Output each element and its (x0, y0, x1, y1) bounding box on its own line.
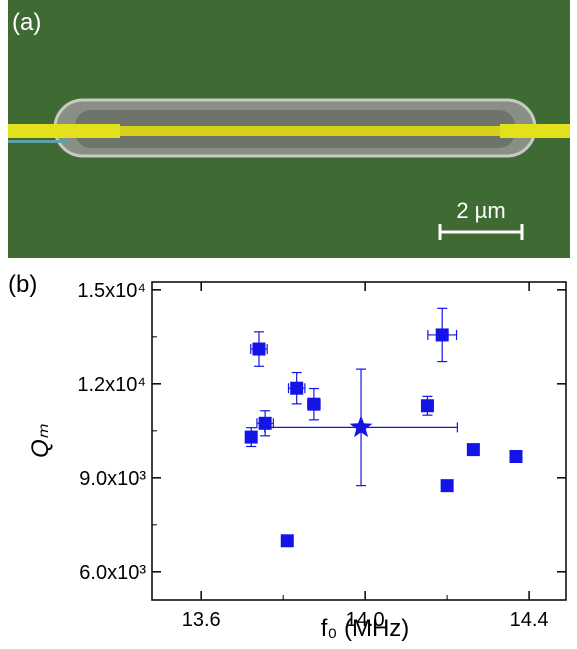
x-tick-label: 14.0 (346, 609, 385, 631)
square-point (281, 534, 294, 547)
y-tick-label: 6.0x10³ (79, 562, 146, 584)
square-point (467, 443, 480, 456)
plot-frame (152, 282, 566, 600)
scale-bar-label: 2 µm (456, 198, 505, 223)
y-axis-label: Qₘ (27, 424, 54, 458)
square-point (509, 450, 522, 463)
panel-label: (a) (12, 9, 41, 36)
square-point (436, 328, 449, 341)
square-point (245, 431, 258, 444)
square-point (421, 399, 434, 412)
y-tick-label: 1.2x10⁴ (77, 374, 146, 396)
y-tick-label: 1.5x10⁴ (77, 280, 146, 302)
y-tick-label: 9.0x10³ (79, 468, 146, 490)
square-point (441, 479, 454, 492)
x-tick-label: 14.4 (510, 609, 549, 631)
micrograph: 2 µm (a) (8, 0, 570, 258)
square-point (307, 398, 320, 411)
x-tick-label: 13.6 (182, 609, 221, 631)
square-point (252, 343, 265, 356)
figure: 2 µm (a) (b) f₀ (MHz) Qₘ 13.614.014.46.0… (0, 0, 577, 644)
square-point (290, 382, 303, 395)
panel-label: (b) (8, 271, 37, 298)
